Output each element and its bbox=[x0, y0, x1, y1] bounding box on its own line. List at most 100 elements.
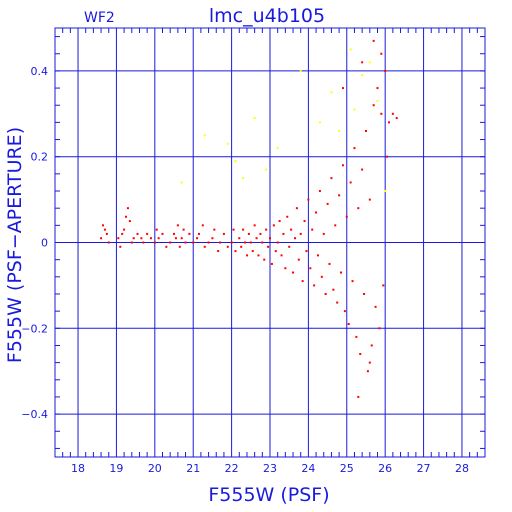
minor-ticks bbox=[54, 28, 486, 457]
data-point bbox=[230, 241, 233, 244]
data-point bbox=[165, 245, 168, 248]
data-point bbox=[244, 241, 247, 244]
data-point bbox=[372, 104, 375, 107]
data-point bbox=[272, 224, 275, 227]
data-point bbox=[251, 250, 254, 253]
data-point bbox=[372, 39, 375, 42]
data-point bbox=[318, 190, 321, 193]
x-axis-label: F555W (PSF) bbox=[208, 484, 329, 506]
x-tick-label: 18 bbox=[71, 462, 85, 475]
y-tick-label: 0.2 bbox=[31, 151, 49, 164]
data-point bbox=[276, 241, 279, 244]
data-point bbox=[359, 353, 362, 356]
x-tick-label: 26 bbox=[378, 462, 392, 475]
data-point bbox=[157, 237, 160, 240]
data-point bbox=[326, 202, 329, 205]
data-point bbox=[303, 220, 306, 223]
data-point bbox=[247, 232, 250, 235]
data-point bbox=[211, 237, 214, 240]
data-point-highlight bbox=[226, 142, 229, 145]
data-point bbox=[293, 237, 296, 240]
data-point bbox=[196, 237, 199, 240]
data-point bbox=[363, 292, 366, 295]
data-point bbox=[178, 245, 181, 248]
data-point bbox=[361, 168, 364, 171]
data-point bbox=[140, 237, 143, 240]
x-tick-label: 20 bbox=[148, 462, 162, 475]
data-point bbox=[242, 228, 245, 231]
data-point-highlight bbox=[276, 147, 279, 150]
data-point bbox=[213, 228, 216, 231]
chart-title: lmc_u4b105 bbox=[209, 5, 325, 27]
data-point bbox=[315, 211, 318, 214]
y-tick-label: −0.2 bbox=[21, 322, 48, 335]
data-point bbox=[142, 241, 145, 244]
data-point bbox=[305, 250, 308, 253]
data-point bbox=[391, 112, 394, 115]
data-point bbox=[176, 224, 179, 227]
data-point bbox=[263, 258, 266, 261]
data-point bbox=[249, 241, 252, 244]
data-point bbox=[368, 361, 371, 364]
data-point bbox=[282, 232, 285, 235]
data-point bbox=[370, 344, 373, 347]
data-point bbox=[121, 232, 124, 235]
data-point bbox=[284, 267, 287, 270]
x-tick-label: 28 bbox=[455, 462, 469, 475]
data-point bbox=[332, 288, 335, 291]
data-point bbox=[146, 232, 149, 235]
data-point bbox=[149, 237, 152, 240]
data-point bbox=[288, 245, 291, 248]
data-point bbox=[184, 241, 187, 244]
data-point bbox=[328, 262, 331, 265]
data-points bbox=[100, 39, 398, 398]
data-point bbox=[255, 237, 258, 240]
data-point bbox=[301, 280, 304, 283]
data-point-highlight bbox=[234, 159, 237, 162]
data-point bbox=[169, 241, 172, 244]
data-point-highlight bbox=[330, 91, 333, 94]
data-point bbox=[117, 237, 120, 240]
data-point bbox=[292, 271, 295, 274]
data-point bbox=[340, 271, 343, 274]
data-point bbox=[316, 254, 319, 257]
data-point bbox=[270, 262, 273, 265]
data-point bbox=[203, 245, 206, 248]
data-point bbox=[338, 194, 341, 197]
plot-frame bbox=[54, 27, 486, 458]
data-point bbox=[197, 232, 200, 235]
data-point bbox=[380, 112, 383, 115]
data-point bbox=[253, 224, 256, 227]
data-point bbox=[155, 228, 158, 231]
data-point bbox=[386, 155, 389, 158]
chip-label: WF2 bbox=[84, 10, 115, 26]
x-tick-label: 23 bbox=[263, 462, 277, 475]
data-point bbox=[274, 250, 277, 253]
data-point bbox=[278, 220, 281, 223]
data-point-highlight bbox=[368, 61, 371, 64]
data-point bbox=[334, 224, 337, 227]
data-point bbox=[376, 87, 379, 90]
data-point bbox=[130, 241, 133, 244]
data-point bbox=[182, 228, 185, 231]
data-point bbox=[347, 323, 350, 326]
data-point bbox=[132, 237, 135, 240]
data-point bbox=[378, 327, 381, 330]
data-point bbox=[345, 215, 348, 218]
y-axis-label: F555W (PSF−APERTURE) bbox=[4, 127, 26, 363]
x-tick-label: 25 bbox=[340, 462, 354, 475]
data-point bbox=[343, 310, 346, 313]
x-tick-label: 27 bbox=[417, 462, 431, 475]
data-point bbox=[222, 232, 225, 235]
data-point bbox=[123, 228, 126, 231]
y-tick-label: −0.4 bbox=[21, 408, 48, 421]
data-point bbox=[299, 232, 302, 235]
data-point bbox=[103, 228, 106, 231]
data-point bbox=[380, 52, 383, 55]
data-point-highlight bbox=[338, 129, 341, 132]
data-point bbox=[295, 207, 298, 210]
data-point bbox=[128, 220, 131, 223]
data-point bbox=[201, 224, 204, 227]
data-point bbox=[353, 147, 356, 150]
data-point bbox=[366, 370, 369, 373]
